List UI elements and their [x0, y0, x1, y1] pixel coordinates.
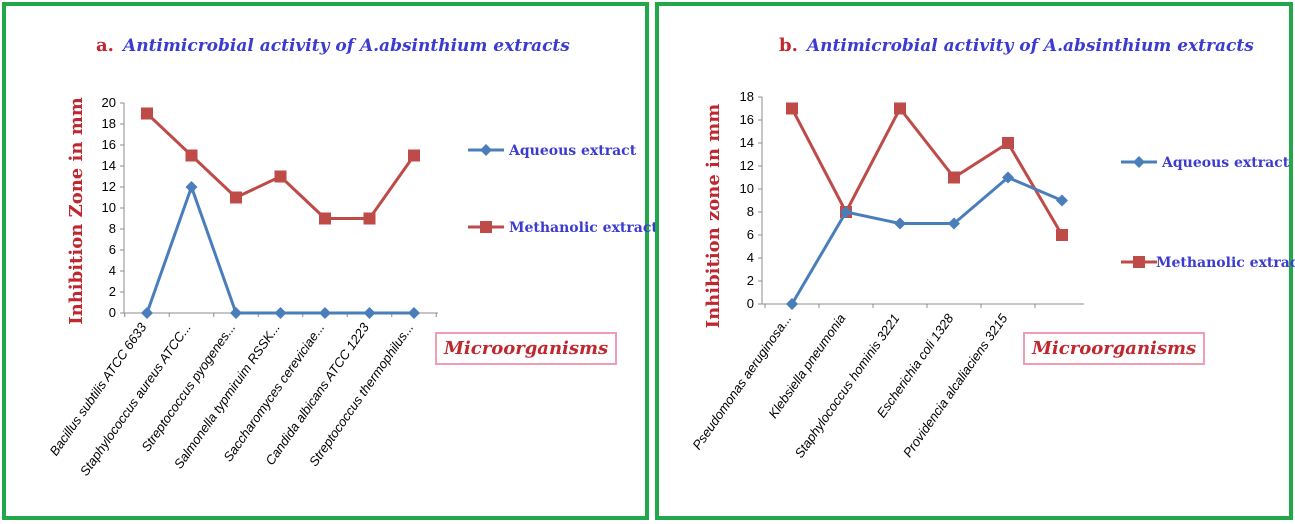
- chart-a-x-axis-label: Microorganisms: [435, 332, 618, 365]
- chart-b-y-tick-label: 4: [747, 250, 754, 265]
- chart-b-aqueous-line: [790, 176, 1063, 305]
- chart-a-methanolic-point: [141, 107, 153, 120]
- legend-aqueous-label: Aqueous extract: [508, 143, 637, 159]
- chart-b-category-label: Pseudomonas aeruginosa...: [689, 311, 794, 452]
- chart-b-y-tick-label: 18: [740, 89, 754, 104]
- svg-text:a. Antimicrobial activit: a. Antimicrobial activity of A.absinthiu…: [96, 35, 570, 56]
- chart-a-y-tick-label: 8: [109, 221, 116, 236]
- chart-a-aqueous-point: [141, 307, 153, 319]
- legend-methanolic-marker: [1133, 256, 1145, 268]
- chart-a-methanolic-point: [185, 149, 198, 162]
- legend-methanolic-label: Methanolic extract: [509, 220, 658, 236]
- chart-a-aqueous-point: [319, 307, 331, 319]
- legend-aqueous-marker: [480, 144, 492, 156]
- chart-a-y-tick-label: 4: [109, 263, 116, 278]
- chart-panel-b: b. Antimicrobial activity of A.absinthiu…: [655, 2, 1295, 520]
- chart-b-methanolic-point: [1056, 229, 1068, 241]
- chart-a-title: Antimicrobial activity of A.absinthium e…: [121, 36, 570, 56]
- chart-b-plot: 0 2 4 6 8 10 12 14 16 18 Pseudomonas aeruginosa...…: [689, 89, 1084, 461]
- chart-b-y-tick-label: 6: [747, 227, 754, 242]
- chart-b-svg: b. Antimicrobial activity of A.absinthiu…: [689, 35, 1295, 461]
- chart-a-methanolic-point: [230, 191, 242, 204]
- chart-b-aqueous-point: [894, 217, 906, 230]
- chart-b-aqueous-point: [948, 217, 960, 230]
- chart-b-aqueous-point: [840, 206, 852, 218]
- chart-b-methanolic-point: [786, 102, 798, 115]
- chart-a-svg: a. Antimicrobial activity of A.absinthiu…: [46, 35, 658, 478]
- chart-a-y-tick-label: 18: [102, 116, 116, 131]
- chart-a-aqueous-line: [145, 185, 414, 315]
- chart-b-title: Antimicrobial activity of A.absinthium e…: [805, 36, 1254, 56]
- chart-b-y-tick-label: 0: [747, 296, 754, 311]
- chart-b-x-axis-label: Microorganisms: [1023, 332, 1206, 365]
- chart-panel-a: a. Antimicrobial activity of A.absinthiu…: [2, 2, 658, 520]
- chart-b-y-tick-label: 14: [740, 135, 754, 150]
- chart-a-y-tick-label: 0: [109, 305, 116, 320]
- chart-b-y-tick-label: 2: [747, 273, 754, 288]
- chart-a-aqueous-point: [274, 307, 287, 319]
- chart-b-aqueous-point: [1056, 194, 1068, 207]
- chart-a-y-tick-label: 14: [102, 158, 116, 173]
- chart-b-category-label: Staphylococcus hominis 3221: [792, 311, 903, 460]
- chart-a-y-tick-label: 20: [102, 95, 116, 110]
- chart-a-y-tick-label: 12: [102, 179, 116, 194]
- chart-b-aqueous-point: [786, 298, 798, 310]
- svg-text:b. Antimicrobial activit: b. Antimicrobial activity of A.absinthiu…: [779, 35, 1254, 56]
- chart-a-aqueous-point: [185, 181, 198, 193]
- chart-a-methanolic-point: [274, 170, 287, 183]
- chart-a-aqueous-point: [363, 307, 376, 319]
- legend-methanolic-marker: [480, 221, 492, 233]
- chart-b-y-tick-label: 8: [747, 204, 754, 219]
- legend-aqueous-marker: [1133, 156, 1145, 168]
- chart-a-methanolic-point: [319, 212, 331, 225]
- chart-a-letter: a.: [96, 35, 114, 56]
- chart-b-y-tick-label: 10: [740, 181, 754, 196]
- chart-b-y-tick-label: 16: [740, 112, 754, 127]
- chart-b-methanolic-point: [894, 102, 906, 115]
- chart-b-methanolic-line: [790, 107, 1064, 236]
- chart-b-category-label: Providencia alcaliaciens 3215: [900, 310, 1011, 460]
- chart-a-aqueous-point: [230, 307, 242, 319]
- chart-a-y-tick-label: 2: [109, 284, 116, 299]
- chart-b-aqueous-point: [1002, 171, 1014, 184]
- chart-b-methanolic-point: [948, 171, 960, 184]
- chart-a-y-axis-label: Inhibition Zone in mm: [66, 97, 87, 325]
- chart-a-y-tick-label: 16: [102, 137, 116, 152]
- chart-b-y-axis-label: Inhibition zone in mm: [703, 104, 724, 329]
- chart-a-methanolic-point: [408, 149, 420, 162]
- chart-b-y-tick-label: 12: [740, 158, 754, 173]
- chart-a-y-tick-label: 6: [109, 242, 116, 257]
- chart-a-aqueous-point: [408, 307, 420, 319]
- chart-b-letter: b.: [779, 35, 798, 56]
- legend-methanolic-label: Methanolic extract: [1156, 255, 1295, 271]
- chart-a-y-tick-label: 10: [102, 200, 116, 215]
- chart-a-methanolic-point: [363, 212, 376, 225]
- legend-aqueous-label: Aqueous extract: [1161, 155, 1290, 171]
- chart-b-methanolic-point: [1002, 137, 1014, 149]
